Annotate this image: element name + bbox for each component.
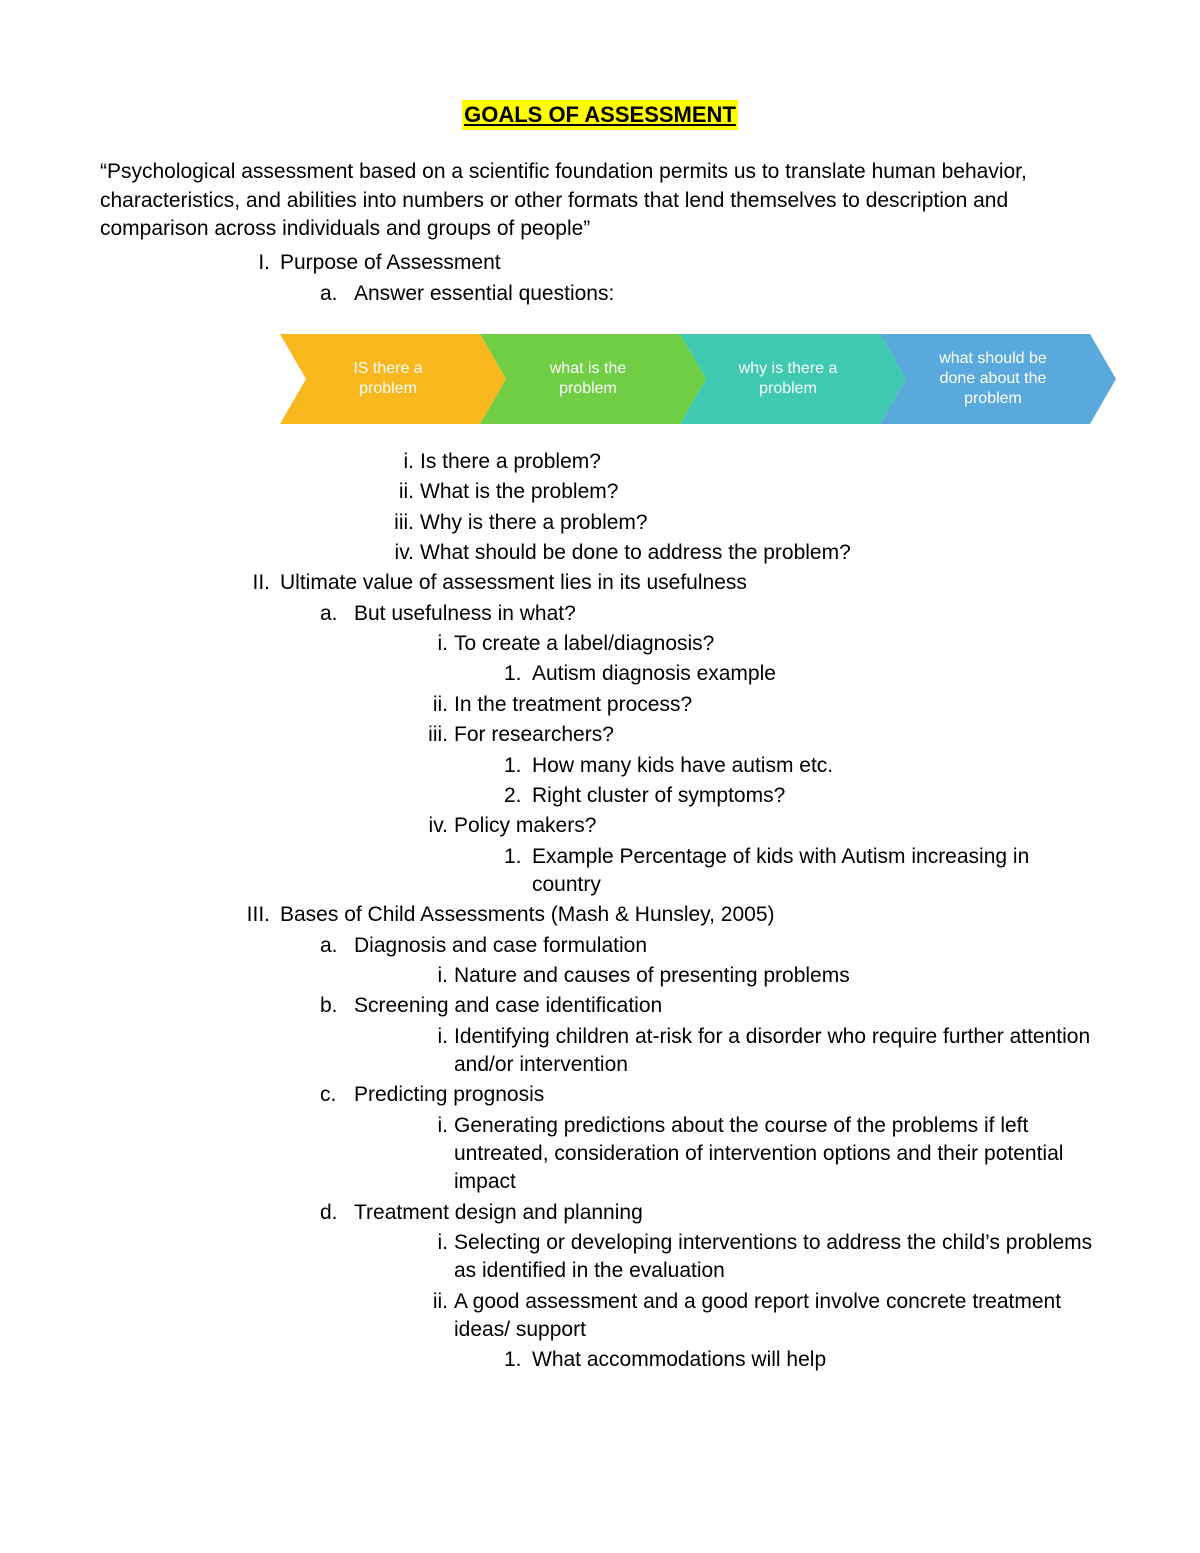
outline-text: Why is there a problem? [420,511,648,534]
chevron-step: what is the problem [480,334,680,424]
roman-lower: i. [408,1229,448,1257]
number: 1. [504,752,522,780]
outline-item: 2. Right cluster of symptoms? [504,782,1100,810]
outline-text: Screening and case identification [354,994,662,1017]
outline-item: iii.Why is there a problem? [380,509,1100,537]
chevron-process-chart: IS there a problem what is the problem why… [280,334,1100,424]
outline-text: Selecting or developing interventions to… [454,1231,1092,1282]
outline-item: 1. How many kids have autism etc. [504,752,1100,780]
outline-item: i.Selecting or developing interventions … [414,1229,1100,1286]
outline-text: Purpose of Assessment [280,251,501,274]
number: 1. [504,660,522,688]
outline-text: To create a label/diagnosis? [454,632,714,655]
outline-text: A good assessment and a good report invo… [454,1290,1061,1341]
roman-lower: ii. [408,691,448,719]
chevron-label: why is there a problem [739,359,838,399]
roman-lower: ii. [374,478,414,506]
title-container: GOALS OF ASSESSMENT [100,100,1100,130]
outline-item: i.Generating predictions about the cours… [414,1112,1100,1197]
intro-quote: “Psychological assessment based on a sci… [100,158,1100,243]
alpha-letter: c. [320,1081,336,1109]
outline-text: Ultimate value of assessment lies in its… [280,571,747,594]
outline-item: III. Bases of Child Assessments (Mash & … [220,901,1100,1375]
outline-item: iv.Policy makers? 1.Example Percentage o… [414,812,1100,899]
page-title: GOALS OF ASSESSMENT [462,100,738,130]
chevron-label: what should be done about the problem [939,349,1047,409]
outline-text: What should be done to address the probl… [420,541,851,564]
outline-item: c. Predicting prognosis i.Generating pred… [320,1081,1100,1196]
outline-text: Right cluster of symptoms? [532,784,785,807]
outline-item: a. Answer essential questions: [320,280,1100,308]
outline-item: iii.For researchers? 1.How many kids hav… [414,721,1100,810]
outline-item: a.Diagnosis and case formulation i.Natur… [320,932,1100,991]
chevron-label: IS there a problem [353,359,422,399]
roman-lower: iii. [374,509,414,537]
outline-item: II. Ultimate value of assessment lies in… [220,569,1100,899]
roman-numeral: I. [220,249,270,277]
roman-lower: i. [374,448,414,476]
outline-text: How many kids have autism etc. [532,754,833,777]
outline-text: What accommodations will help [532,1348,826,1371]
chevron-step: why is there a problem [680,334,880,424]
outline-item: d. Treatment design and planning i.Select… [320,1199,1100,1375]
outline-text: But usefulness in what? [354,602,576,625]
outline-text: Treatment design and planning [354,1201,643,1224]
chevron-step: IS there a problem [280,334,480,424]
outline-text: Identifying children at-risk for a disor… [454,1025,1090,1076]
outline-text: Diagnosis and case formulation [354,934,647,957]
outline-item: ii.In the treatment process? [414,691,1100,719]
roman-lower: i. [408,630,448,658]
outline-item: ii.What is the problem? [380,478,1100,506]
outline-item: i.To create a label/diagnosis? 1.Autism … [414,630,1100,689]
roman-lower: i. [408,1112,448,1140]
outline-text: In the treatment process? [454,693,692,716]
outline-text: Nature and causes of presenting problems [454,964,850,987]
outline-text: Predicting prognosis [354,1083,544,1106]
roman-lower: i. [408,1023,448,1051]
outline-item: 1. What accommodations will help [504,1346,1100,1374]
alpha-letter: b. [320,992,338,1020]
roman-lower: i. [408,962,448,990]
alpha-letter: d. [320,1199,338,1227]
outline-item: i.Is there a problem? [380,448,1100,476]
outline-item: ii.A good assessment and a good report i… [414,1288,1100,1375]
outline-item: b. Screening and case identification i.Id… [320,992,1100,1079]
roman-numeral: II. [220,569,270,597]
outline-text: What is the problem? [420,480,618,503]
outline-item: i.Is there a problem? ii.What is the pro… [220,448,1100,567]
outline-text: Bases of Child Assessments (Mash & Hunsl… [280,903,775,926]
outline-item: I. Purpose of Assessment a. Answer essen… [220,249,1100,308]
roman-numeral: III. [220,901,270,929]
outline-item: a. But usefulness in what? i.To create a… [320,600,1100,899]
number: 1. [504,843,522,871]
outline-text: Answer essential questions: [354,282,614,305]
outline: I. Purpose of Assessment a. Answer essen… [100,249,1100,1374]
outline-text: Generating predictions about the course … [454,1114,1063,1194]
outline-text: Example Percentage of kids with Autism i… [532,845,1029,896]
outline-item: i.Identifying children at-risk for a dis… [414,1023,1100,1080]
outline-text: Policy makers? [454,814,596,837]
chevron-step: what should be done about the problem [880,334,1090,424]
outline-text: For researchers? [454,723,614,746]
number: 1. [504,1346,522,1374]
outline-item: 1. Autism diagnosis example [504,660,1100,688]
alpha-letter: a. [320,600,338,628]
roman-lower: iv. [408,812,448,840]
roman-lower: iii. [408,721,448,749]
number: 2. [504,782,522,810]
alpha-letter: a. [320,280,338,308]
outline-item: i.Nature and causes of presenting proble… [414,962,1100,990]
outline-text: Autism diagnosis example [532,662,776,685]
alpha-letter: a. [320,932,338,960]
outline-item: 1. Example Percentage of kids with Autism… [504,843,1100,900]
roman-lower: ii. [408,1288,448,1316]
chevron-label: what is the problem [550,359,626,399]
outline-item: iv.What should be done to address the pr… [380,539,1100,567]
roman-lower: iv. [374,539,414,567]
outline-text: Is there a problem? [420,450,601,473]
